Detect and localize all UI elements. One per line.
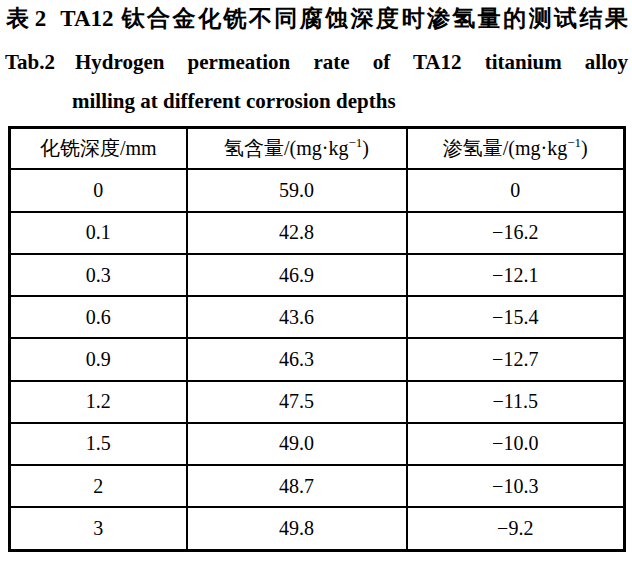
cell-depth: 1.5 <box>10 423 187 465</box>
table-row: 2 48.7 −10.3 <box>10 465 625 507</box>
caption-label-zh: 表 2 <box>6 5 46 33</box>
cell-depth: 0.3 <box>10 254 187 296</box>
header-hydrogen-permeation: 渗氢量/(mg·kg−1) <box>407 127 625 169</box>
cell-depth: 0.9 <box>10 338 187 380</box>
cell-hydrogen-content: 49.0 <box>187 423 407 465</box>
table-row: 1.5 49.0 −10.0 <box>10 423 625 465</box>
header-milling-depth: 化铣深度/mm <box>10 127 187 169</box>
cell-depth: 3 <box>10 507 187 550</box>
cell-hydrogen-content: 48.7 <box>187 465 407 507</box>
cell-depth: 0.6 <box>10 296 187 338</box>
cell-permeation: −10.0 <box>407 423 625 465</box>
table-row: 0.6 43.6 −15.4 <box>10 296 625 338</box>
header-text: ) <box>581 137 588 159</box>
cell-permeation: −9.2 <box>407 507 625 550</box>
header-text: 化铣深度/mm <box>40 137 157 159</box>
caption-text-en: Hydrogen permeation rate of TA12 titaniu… <box>75 50 628 75</box>
table-row: 0.9 46.3 −12.7 <box>10 338 625 380</box>
cell-hydrogen-content: 49.8 <box>187 507 407 550</box>
header-text: 氢含量/(mg·kg <box>224 137 348 159</box>
cell-hydrogen-content: 46.9 <box>187 254 407 296</box>
cell-depth: 0.1 <box>10 212 187 254</box>
header-text: ) <box>362 137 369 159</box>
data-table: 化铣深度/mm 氢含量/(mg·kg−1) 渗氢量/(mg·kg−1) 0 59… <box>8 126 626 552</box>
cell-hydrogen-content: 47.5 <box>187 381 407 423</box>
table-row: 0.3 46.9 −12.1 <box>10 254 625 296</box>
cell-depth: 1.2 <box>10 381 187 423</box>
table-caption-english-line1: Tab.2 Hydrogen permeation rate of TA12 t… <box>5 50 628 75</box>
table-row: 3 49.8 −9.2 <box>10 507 625 550</box>
cell-depth: 2 <box>10 465 187 507</box>
cell-hydrogen-content: 46.3 <box>187 338 407 380</box>
cell-hydrogen-content: 43.6 <box>187 296 407 338</box>
cell-permeation: −11.5 <box>407 381 625 423</box>
paper-page: 表 2 TA12 钛合金化铣不同腐蚀深度时渗氢量的测试结果 Tab.2 Hydr… <box>0 0 632 562</box>
table-row: 0 59.0 0 <box>10 169 625 211</box>
table-row: 1.2 47.5 −11.5 <box>10 381 625 423</box>
cell-permeation: −16.2 <box>407 212 625 254</box>
header-text: 渗氢量/(mg·kg <box>443 137 567 159</box>
header-superscript: −1 <box>348 136 362 151</box>
caption-text-zh: TA12 钛合金化铣不同腐蚀深度时渗氢量的测试结果 <box>60 5 628 33</box>
header-superscript: −1 <box>567 136 581 151</box>
cell-hydrogen-content: 59.0 <box>187 169 407 211</box>
cell-hydrogen-content: 42.8 <box>187 212 407 254</box>
header-hydrogen-content: 氢含量/(mg·kg−1) <box>187 127 407 169</box>
caption-label-en: Tab.2 <box>5 50 55 75</box>
table-header-row: 化铣深度/mm 氢含量/(mg·kg−1) 渗氢量/(mg·kg−1) <box>10 127 625 169</box>
cell-permeation: −10.3 <box>407 465 625 507</box>
cell-depth: 0 <box>10 169 187 211</box>
cell-permeation: 0 <box>407 169 625 211</box>
cell-permeation: −15.4 <box>407 296 625 338</box>
table-row: 0.1 42.8 −16.2 <box>10 212 625 254</box>
table-caption-chinese: 表 2 TA12 钛合金化铣不同腐蚀深度时渗氢量的测试结果 <box>0 0 632 33</box>
cell-permeation: −12.1 <box>407 254 625 296</box>
cell-permeation: −12.7 <box>407 338 625 380</box>
table-caption-english-line2: milling at different corrosion depths <box>72 89 632 114</box>
